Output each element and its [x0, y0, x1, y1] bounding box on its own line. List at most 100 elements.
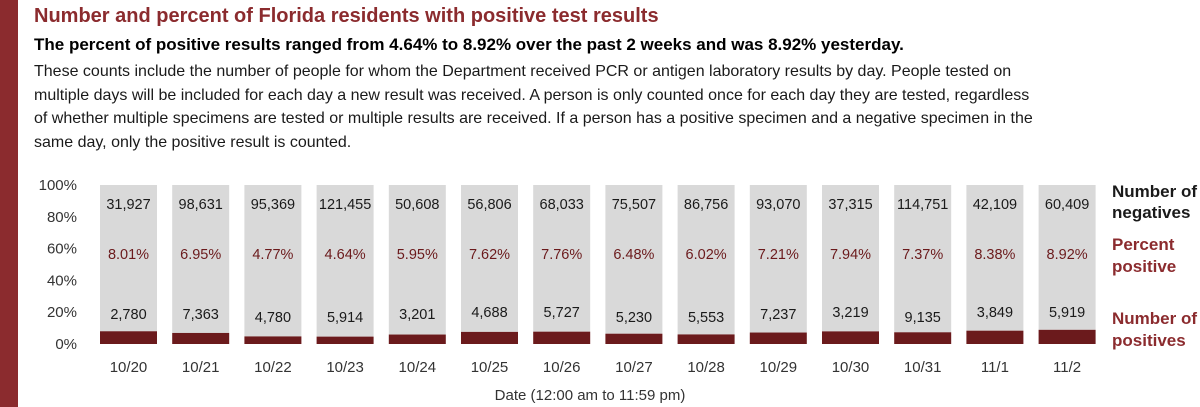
label-negatives: 56,806	[467, 197, 511, 213]
bar-positives	[244, 336, 302, 344]
y-tick-label: 100%	[39, 177, 77, 194]
x-tick-label: 10/22	[254, 359, 292, 376]
label-negatives: 121,455	[319, 197, 371, 213]
bar-negatives	[100, 185, 157, 332]
x-tick-label: 10/31	[904, 359, 942, 376]
bar-negatives	[461, 185, 518, 332]
label-percent-positive: 6.95%	[180, 247, 221, 263]
x-tick-label: 10/26	[543, 359, 581, 376]
label-negatives: 42,109	[973, 197, 1017, 213]
bar-positives	[966, 330, 1024, 344]
bar-negatives	[172, 185, 230, 333]
bar-positives	[388, 334, 446, 344]
bar-negatives	[966, 185, 1024, 331]
bar-positives	[677, 334, 735, 344]
chart-description: These counts include the number of peopl…	[34, 63, 1033, 151]
label-percent-positive: 7.94%	[830, 247, 871, 263]
label-negatives: 86,756	[684, 197, 728, 213]
bar-negatives	[822, 185, 879, 332]
label-positives: 9,135	[905, 310, 941, 326]
bar-positives	[100, 331, 157, 344]
label-percent-positive: 7.62%	[469, 247, 510, 263]
x-tick-label: 10/27	[615, 359, 653, 376]
bar-positives	[533, 331, 591, 344]
bar-negatives	[1038, 185, 1096, 330]
label-percent-positive: 7.76%	[541, 247, 582, 263]
label-percent-positive: 4.77%	[252, 247, 293, 263]
x-tick-label: 10/30	[832, 359, 870, 376]
x-tick-label: 10/21	[182, 359, 220, 376]
bar-negatives	[316, 185, 374, 337]
x-axis: 10/20 10/21 10/22 10/23 10/24 10/25 10/26 10/27…	[110, 359, 1081, 376]
label-positives: 3,849	[977, 305, 1013, 321]
label-negatives: 95,369	[251, 197, 295, 213]
legend-percent-line2: positive	[1112, 257, 1176, 276]
x-tick-label: 10/25	[471, 359, 509, 376]
label-negatives: 98,631	[179, 197, 223, 213]
label-negatives: 93,070	[756, 197, 800, 213]
x-tick-label: 10/24	[399, 359, 437, 376]
accent-bar	[0, 0, 18, 407]
chart-title: Number and percent of Florida residents …	[34, 5, 659, 27]
legend-positives-line1: Number of	[1112, 309, 1197, 328]
x-axis-title: Date (12:00 am to 11:59 pm)	[495, 387, 686, 404]
legend-negatives-line2: negatives	[1112, 203, 1190, 222]
label-positives: 3,201	[399, 307, 435, 323]
label-positives: 5,553	[688, 310, 724, 326]
y-tick-label: 40%	[47, 272, 77, 289]
x-tick-label: 11/1	[981, 359, 1009, 376]
y-tick-label: 60%	[47, 241, 77, 258]
label-percent-positive: 4.64%	[325, 247, 366, 263]
bar-positives	[316, 336, 374, 344]
label-negatives: 31,927	[106, 197, 150, 213]
label-positives: 3,219	[832, 305, 868, 321]
legend: Number of negatives Percent positive Num…	[1112, 182, 1197, 350]
legend-positives-line2: positives	[1112, 331, 1186, 350]
bar-negatives	[244, 185, 302, 337]
label-negatives: 68,033	[540, 197, 584, 213]
bar-positives	[894, 332, 952, 344]
y-tick-label: 0%	[55, 336, 77, 353]
bar-negatives	[749, 185, 807, 333]
label-positives: 4,780	[255, 310, 291, 326]
y-axis: 100% 80% 60% 40% 20% 0%	[39, 177, 77, 353]
label-percent-positive: 5.95%	[397, 247, 438, 263]
label-positives: 2,780	[110, 307, 146, 323]
x-tick-label: 10/20	[110, 359, 148, 376]
label-negatives: 75,507	[612, 197, 656, 213]
bar-negatives	[533, 185, 591, 332]
label-percent-positive: 6.48%	[613, 247, 654, 263]
label-percent-positive: 7.37%	[902, 247, 943, 263]
bar-positives	[749, 332, 807, 344]
label-percent-positive: 6.02%	[686, 247, 727, 263]
label-positives: 5,919	[1049, 305, 1085, 321]
bar-negatives	[677, 185, 735, 335]
x-tick-label: 11/2	[1053, 359, 1081, 376]
label-percent-positive: 8.01%	[108, 247, 149, 263]
bar-negatives	[388, 185, 446, 335]
legend-percent-line1: Percent	[1112, 235, 1175, 254]
label-positives: 4,688	[471, 305, 507, 321]
label-percent-positive: 7.21%	[758, 247, 799, 263]
bar-positives	[822, 331, 879, 344]
x-tick-label: 10/23	[326, 359, 364, 376]
label-positives: 7,363	[183, 307, 219, 323]
label-percent-positive: 8.92%	[1047, 247, 1088, 263]
bar-positives	[605, 333, 663, 344]
legend-negatives-line1: Number of	[1112, 182, 1197, 201]
label-negatives: 60,409	[1045, 197, 1089, 213]
label-negatives: 50,608	[395, 197, 439, 213]
bar-negatives	[894, 185, 952, 333]
label-positives: 7,237	[760, 307, 796, 323]
y-tick-label: 80%	[47, 209, 77, 226]
label-positives: 5,914	[327, 310, 363, 326]
y-tick-label: 20%	[47, 304, 77, 321]
bar-negatives	[605, 185, 663, 334]
data-labels: 31,927 8.01% 2,780 98,631 6.95% 7,363 95,369 4.…	[106, 197, 1089, 326]
x-tick-label: 10/28	[687, 359, 725, 376]
chart-subtitle: The percent of positive results ranged f…	[34, 35, 904, 54]
label-negatives: 37,315	[828, 197, 872, 213]
label-percent-positive: 8.38%	[974, 247, 1015, 263]
bars	[100, 185, 1096, 344]
